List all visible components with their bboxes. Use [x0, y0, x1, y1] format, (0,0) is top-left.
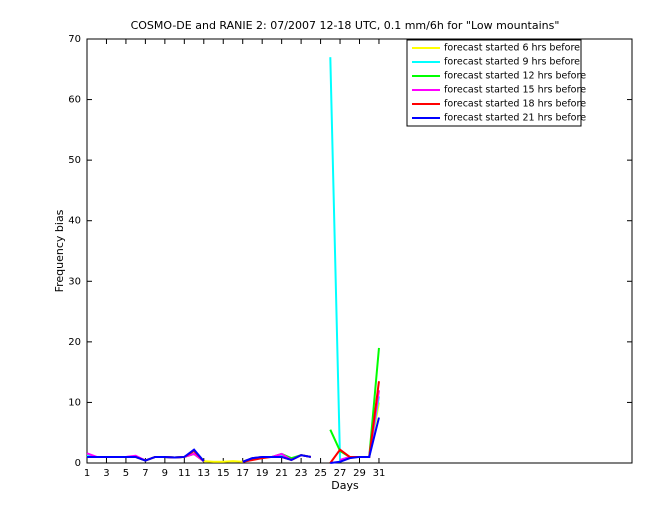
x-tick-label: 31: [373, 468, 386, 479]
x-tick-label: 5: [123, 468, 129, 479]
x-tick-label: 7: [142, 468, 148, 479]
y-tick-label: 70: [68, 34, 81, 45]
legend: forecast started 6 hrs before forecast st…: [406, 39, 586, 127]
legend-label: forecast started 18 hrs before: [444, 99, 586, 110]
chart-title: COSMO-DE and RANIE 2: 07/2007 12-18 UTC,…: [131, 19, 560, 32]
x-tick-label: 15: [217, 468, 230, 479]
series-line: [87, 417, 380, 464]
x-tick-label: 23: [295, 468, 308, 479]
series-line: [87, 381, 380, 464]
series-line: [86, 402, 380, 463]
y-tick-label: 20: [68, 337, 81, 348]
x-tick-label: 29: [353, 468, 366, 479]
series-line: [87, 347, 380, 463]
legend-label: forecast started 9 hrs before: [444, 57, 580, 68]
legend-label: forecast started 15 hrs before: [444, 85, 586, 96]
series-line: [86, 57, 380, 463]
series-line: [86, 390, 380, 463]
x-tick-label: 19: [256, 468, 269, 479]
x-tick-label: 13: [197, 468, 210, 479]
y-tick-label: 10: [68, 397, 81, 408]
y-tick-label: 0: [75, 458, 81, 469]
x-tick-label: 17: [236, 468, 249, 479]
y-tick-label: 40: [68, 216, 81, 227]
legend-label: forecast started 12 hrs before: [444, 71, 586, 82]
y-tick-label: 30: [68, 276, 81, 287]
legend-label: forecast started 21 hrs before: [444, 113, 586, 124]
legend-label: forecast started 6 hrs before: [444, 43, 580, 54]
x-tick-label: 21: [275, 468, 288, 479]
x-axis-label: Days: [331, 479, 359, 492]
x-tick-label: 3: [103, 468, 109, 479]
x-tick-label: 9: [162, 468, 168, 479]
y-tick-label: 50: [68, 155, 81, 166]
legend-box: [406, 39, 582, 127]
x-tick-label: 11: [178, 468, 191, 479]
x-tick-label: 1: [84, 468, 90, 479]
x-tick-label: 27: [334, 468, 347, 479]
y-axis-label: Frequency bias: [53, 209, 66, 292]
x-tick-label: 25: [314, 468, 327, 479]
y-tick-label: 60: [68, 95, 81, 106]
